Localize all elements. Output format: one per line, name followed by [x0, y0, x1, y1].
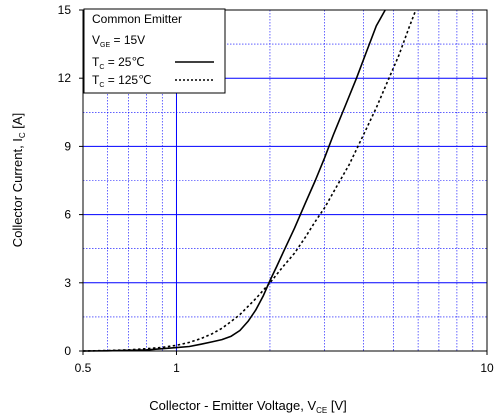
legend-entry-25-sub: C: [99, 64, 104, 71]
x-tick-label: 0.5: [75, 361, 92, 375]
legend-entry-25-rest: = 25℃: [104, 55, 145, 69]
legend-condition-rest: = 15V: [110, 33, 145, 47]
legend-title: Common Emitter: [92, 12, 182, 26]
y-tick-label: 12: [58, 71, 72, 85]
y-tick-label: 3: [64, 276, 71, 290]
legend-frame: [83, 8, 226, 94]
y-tick-label: 6: [64, 208, 71, 222]
x-axis-label-main: Collector - Emitter Voltage, V: [149, 398, 316, 413]
legend-condition: VGE = 15V: [92, 33, 145, 49]
y-tick-label: 9: [64, 139, 71, 153]
legend-condition-main: V: [92, 33, 100, 47]
legend-entry-125-rest: = 125℃: [104, 73, 151, 87]
legend-box: Common Emitter VGE = 15V TC = 25℃ TC = 1…: [83, 8, 226, 94]
x-axis-label-unit: [V]: [327, 398, 347, 413]
y-tick-label: 15: [58, 3, 72, 17]
legend-entry-125: TC = 125℃: [92, 73, 152, 89]
curves: [82, 9, 417, 352]
x-tick-label: 1: [173, 361, 180, 375]
y-axis-label-unit: [A]: [10, 113, 25, 133]
plot-frame: [82, 9, 488, 352]
x-axis-label-sub: CE: [316, 406, 327, 415]
axis-ticks: 0.5 1 10 0 3 6 9 12 15: [58, 3, 494, 375]
x-axis-label: Collector - Emitter Voltage, VCE [V]: [149, 398, 347, 415]
y-tick-label: 0: [64, 344, 71, 358]
series-25c-line: [82, 9, 386, 352]
legend-condition-sub: GE: [100, 42, 110, 49]
legend-entry-25: TC = 25℃: [92, 55, 145, 71]
legend-entry-125-sub: C: [99, 82, 104, 89]
legend-entry-125-main: T: [92, 73, 100, 87]
legend-entry-25-main: T: [92, 55, 100, 69]
x-tick-label: 10: [480, 361, 494, 375]
y-axis-label-sub: C: [18, 132, 27, 138]
y-axis-label-main: Collector Current, I: [10, 138, 25, 247]
y-axis-label: Collector Current, IC [A]: [10, 113, 27, 247]
